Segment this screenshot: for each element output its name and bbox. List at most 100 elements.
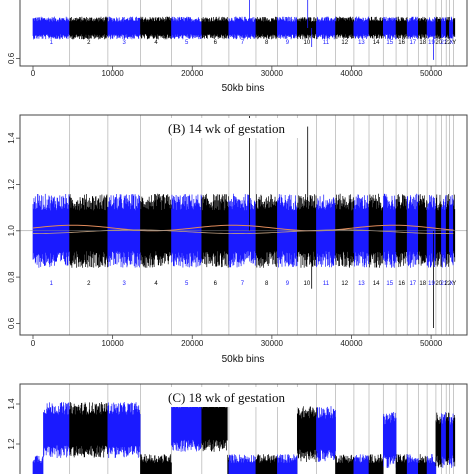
panel-a-plot: 1 2 3 4 5 6 7 8 9 10 11 12 13 14 15 16 17 18 19 202122XY0.6…	[7, 0, 456, 78]
x-tick-label: 0	[31, 69, 36, 78]
panel-b-title-backdrop	[163, 118, 303, 138]
panel-b-frame	[19, 114, 468, 336]
chromosome-label: 1	[50, 281, 54, 287]
panel-a-frame	[19, 0, 468, 67]
chromosome-signal-X	[449, 16, 454, 39]
chromosome-signal-20	[435, 194, 442, 267]
x-tick-label: 20000	[181, 69, 204, 78]
chromosome-label: 10	[304, 40, 311, 46]
panel-b-title: (B) 14 wk of gestation	[168, 121, 285, 136]
chromosome-signal-15	[382, 412, 397, 468]
chromosome-signal-22	[445, 194, 450, 267]
chromosome-label: 1	[50, 40, 54, 46]
chromosome-label: 15	[386, 40, 393, 46]
chromosome-signal-14	[368, 454, 384, 474]
chromosome-label: 17	[409, 40, 416, 46]
chromosome-label: 19	[428, 40, 435, 46]
chromosome-label: 17	[409, 281, 416, 287]
chromosome-label: 18	[419, 40, 426, 46]
chromosome-label: 4	[154, 281, 158, 287]
chromosome-label: 11	[323, 281, 330, 287]
chromosome-signal-4	[140, 193, 172, 268]
chromosome-label: 13	[358, 281, 365, 287]
chromosome-signal-11	[316, 16, 336, 40]
chromosome-label: 12	[341, 40, 348, 46]
chromosome-label: 16	[398, 40, 405, 46]
chromosome-label: 10	[304, 281, 311, 287]
chromosome-signal-20	[435, 412, 442, 468]
panel-c-title-backdrop	[163, 387, 303, 407]
chromosome-label: 14	[373, 281, 380, 287]
chromosome-label: 6	[214, 40, 218, 46]
x-tick-label: 20000	[181, 339, 204, 348]
chromosome-signal-18	[418, 454, 428, 474]
y-tick-label: 0.8	[7, 271, 16, 283]
chromosome-signal-6	[201, 396, 229, 474]
x-tick-label: 50000	[420, 69, 443, 78]
chromosome-label: 22	[444, 40, 451, 46]
chromosome-signal-16	[395, 454, 408, 474]
chromosome-label: 2	[87, 281, 91, 287]
chromosome-label: 6	[214, 281, 218, 287]
chromosome-label: 9	[286, 40, 290, 46]
chromosome-signal-20	[435, 16, 442, 40]
x-tick-label: 10000	[101, 339, 124, 348]
chromosome-signal-19	[426, 194, 437, 268]
chromosome-signal-14	[368, 16, 384, 39]
chromosome-signal-15	[382, 16, 397, 40]
x-tick-label: 30000	[261, 69, 284, 78]
chromosome-signal-Y	[453, 18, 456, 37]
y-tick-label: 1.4	[7, 132, 16, 144]
chromosome-signal-24	[453, 414, 456, 467]
chromosome-label: X	[449, 281, 453, 287]
chromosome-label: 21	[441, 40, 448, 46]
chromosome-signal-Y	[453, 194, 456, 262]
y-tick-label: 0.6	[7, 52, 16, 64]
chromosome-signal-22	[445, 16, 450, 39]
chromosome-label: 5	[185, 40, 189, 46]
panel-c-title: (C) 18 wk of gestation	[168, 390, 285, 405]
chromosome-label: 7	[241, 281, 245, 287]
chromosome-label: 8	[265, 40, 269, 46]
y-tick-label: 1.2	[7, 178, 16, 190]
chromosome-signal-12	[335, 454, 355, 474]
chromosome-signal-9	[277, 454, 298, 474]
chromosome-signal-1	[32, 402, 70, 474]
chromosome-signal-17	[406, 16, 419, 40]
chromosome-label: Y	[452, 40, 456, 46]
chromosome-signal-18	[418, 16, 428, 40]
chromosome-signal-4	[140, 16, 172, 40]
panel-a: 1 2 3 4 5 6 7 8 9 10 11 12 13 14 15 16 17 18 19 202122XY0.6…	[7, 0, 468, 94]
chromosome-label: 13	[358, 40, 365, 46]
chromosome-signal-19	[426, 454, 437, 474]
chromosome-label: 14	[373, 40, 380, 46]
panel-c-frame	[19, 383, 468, 474]
chromosome-label: 3	[122, 40, 126, 46]
panel-b-xlabel: 50kb bins	[222, 354, 265, 365]
chromosome-label: 7	[241, 40, 245, 46]
chromosome-signal-2	[69, 16, 109, 40]
chromosome-label: 8	[265, 281, 269, 287]
chromosome-signal-3	[107, 16, 141, 40]
panel-b: 1 2 3 4 5 6 7 8 9 10 11 12 13 14 15 16 17 18 19 202122XY0.6…	[7, 114, 468, 365]
chromosome-label: 15	[386, 281, 393, 287]
panel-a-xlabel: 50kb bins	[222, 83, 265, 94]
chromosome-signal-23	[449, 413, 454, 468]
chromosome-signal-21	[441, 412, 447, 468]
y-tick-label: 1.4	[7, 398, 16, 410]
chromosome-signal-21	[441, 17, 447, 39]
chromosome-label: 16	[398, 281, 405, 287]
chromosome-signal-13	[353, 454, 370, 474]
chromosome-label: X	[449, 40, 453, 46]
chromosome-signal-18	[418, 194, 428, 266]
chromosome-signal-8	[255, 16, 278, 40]
chromosome-label: 19	[428, 281, 435, 287]
panel-c: 1.2 1.4 (C) 18 wk of gestation	[7, 383, 468, 474]
chromosome-signal-13	[353, 16, 370, 39]
chromosome-signal-7	[228, 454, 257, 474]
panel-b-plot: 1 2 3 4 5 6 7 8 9 10 11 12 13 14 15 16 17 18 19 202122XY0.6…	[7, 115, 467, 348]
chromosome-signal-12	[335, 16, 355, 39]
chromosome-signal-1	[32, 193, 70, 268]
chromosome-label: 2	[87, 40, 91, 46]
trend-line-upper	[32, 224, 454, 232]
